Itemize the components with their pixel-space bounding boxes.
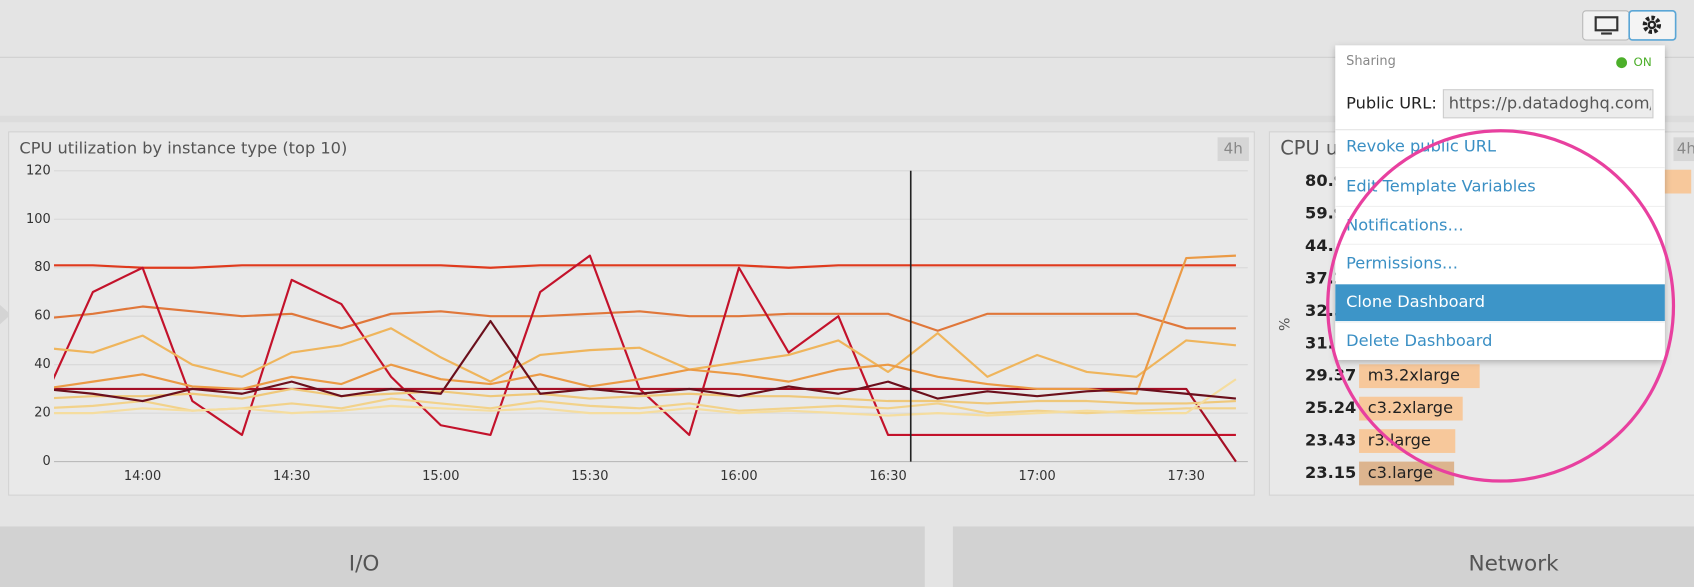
status-label[interactable]: ON	[1634, 55, 1652, 69]
settings-menu: Sharing ON Public URL: https://p.datadog…	[1335, 45, 1665, 360]
divider	[0, 115, 1694, 123]
timeframe-label: 4h	[1224, 140, 1243, 158]
side-arrow	[0, 304, 11, 325]
series-line	[54, 305, 1236, 332]
menu-item[interactable]: Delete Dashboard	[1346, 331, 1492, 350]
value-label: 23.43	[1305, 431, 1356, 450]
menu-item[interactable]: Notifications…	[1346, 215, 1464, 234]
section-title: I/O	[349, 551, 380, 576]
menu-item-highlight	[1335, 284, 1665, 322]
category-label: c3.large	[1368, 463, 1433, 482]
timeframe-label: 4h	[1677, 140, 1694, 158]
series-line	[54, 327, 1237, 383]
status-dot	[1616, 57, 1628, 69]
category-label: m3.2xlarge	[1368, 366, 1460, 385]
value-label: 80.9	[1305, 171, 1345, 190]
value-label: 44.	[1305, 236, 1334, 255]
series-line	[54, 319, 1237, 403]
menu-item[interactable]: Clone Dashboard	[1346, 292, 1485, 311]
value-label: 23.15	[1305, 463, 1356, 482]
y-tick-label: 80	[34, 260, 50, 275]
y-tick-label: 100	[26, 212, 51, 227]
series-line	[54, 378, 1237, 417]
y-tick-label: 120	[26, 163, 51, 178]
x-tick-label: 14:00	[124, 469, 161, 484]
x-tick-label: 16:30	[869, 469, 906, 484]
menu-section: Sharing	[1346, 54, 1396, 69]
series-line	[54, 387, 1236, 405]
value-label: 29.37	[1305, 366, 1356, 385]
url-label: Public URL:	[1346, 93, 1437, 112]
value-label: 32.5	[1305, 301, 1345, 320]
y-tick-label: 20	[34, 406, 50, 421]
timeframe-badge	[1217, 137, 1249, 162]
value-label: 59.9	[1305, 204, 1345, 223]
plot-area	[54, 254, 1237, 463]
value-label: 25.24	[1305, 398, 1356, 417]
menu-item[interactable]: Permissions…	[1346, 253, 1458, 272]
x-tick-label: 16:00	[720, 469, 757, 484]
x-tick-label: 17:30	[1168, 469, 1205, 484]
series-line	[54, 254, 1236, 395]
highlight-circle	[1326, 129, 1676, 483]
x-tick-label: 15:00	[422, 469, 459, 484]
x-tick-label: 15:30	[571, 469, 608, 484]
series-line	[54, 264, 1236, 269]
x-tick-label: 17:00	[1018, 469, 1055, 484]
section-title: Network	[1468, 551, 1559, 576]
toplist-bar	[1359, 396, 1463, 421]
url-value[interactable]: https://p.datadoghq.com/	[1449, 93, 1656, 112]
menu-item[interactable]: Edit Template Variables	[1346, 177, 1536, 196]
y-axis-label: %	[1278, 318, 1294, 331]
y-tick-label: 60	[34, 309, 50, 324]
gear-icon	[1642, 15, 1662, 35]
tv-mode-button[interactable]	[1582, 10, 1630, 41]
value-label: 31.1	[1305, 333, 1345, 352]
toplist-bar	[1359, 364, 1480, 389]
chart-title: CPU u	[1280, 137, 1338, 160]
y-tick-label: 0	[43, 454, 51, 469]
section-header[interactable]	[0, 526, 925, 587]
category-label: c3.2xlarge	[1368, 398, 1453, 417]
y-tick-label: 40	[34, 357, 50, 372]
monitor-icon	[1594, 16, 1619, 32]
menu-item[interactable]: Revoke public URL	[1346, 137, 1496, 156]
x-tick-label: 14:30	[273, 469, 310, 484]
chart-title: CPU utilization by instance type (top 10…	[19, 139, 347, 158]
value-label: 37.2	[1305, 268, 1345, 287]
url-input[interactable]	[1442, 89, 1654, 119]
section-header[interactable]	[952, 526, 1694, 587]
timeframe-badge	[1673, 137, 1694, 162]
gear-icon	[1649, 22, 1654, 27]
